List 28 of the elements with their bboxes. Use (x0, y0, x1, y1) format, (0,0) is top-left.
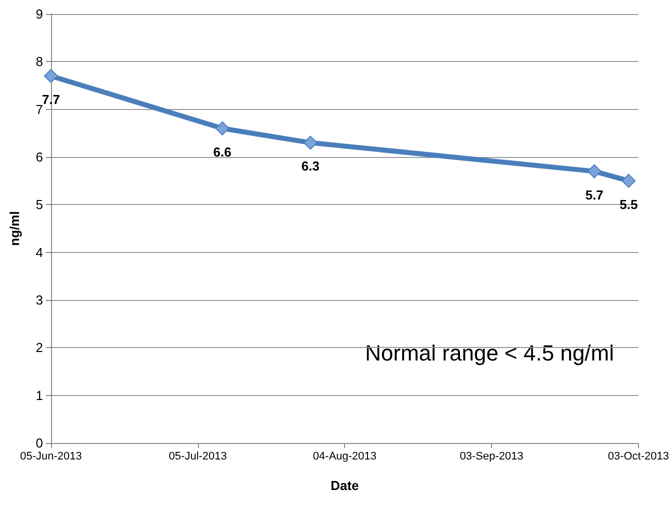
data-label: 5.7 (585, 187, 604, 202)
data-label: 7.7 (42, 92, 60, 107)
data-label: 5.5 (620, 196, 638, 212)
x-tick-label: 03-Oct-2013 (608, 450, 670, 462)
y-tick-label: 8 (36, 54, 43, 70)
y-tick-label: 6 (36, 150, 43, 164)
point (303, 136, 318, 150)
point (215, 121, 230, 136)
x-tick-label: 05-Jul-2013 (168, 450, 227, 462)
y-tick-label: 5 (36, 197, 43, 212)
point (622, 174, 636, 188)
x-tick-label: 04-Aug-2013 (312, 450, 377, 462)
point (44, 68, 58, 83)
data-label: 6.6 (213, 144, 232, 160)
y-tick-label: 2 (36, 340, 43, 356)
x-tick-label: 03-Sep-2013 (460, 450, 524, 462)
y-tick-label: 3 (36, 292, 43, 308)
y-tick-label: 7 (36, 102, 43, 117)
x-axis-title: Date (330, 478, 359, 493)
annotation: Normal range < 4.5 ng/ml (365, 340, 614, 366)
y-tick-label: 4 (36, 244, 43, 260)
y-axis-title: ng/ml (7, 211, 22, 246)
data-label: 6.3 (301, 158, 320, 174)
y-tick-label: 9 (36, 6, 43, 22)
y-tick-label: 0 (36, 436, 43, 450)
point (587, 164, 602, 178)
y-tick-label: 1 (36, 388, 43, 403)
x-tick-label: 05-Jun-2013 (20, 450, 82, 462)
